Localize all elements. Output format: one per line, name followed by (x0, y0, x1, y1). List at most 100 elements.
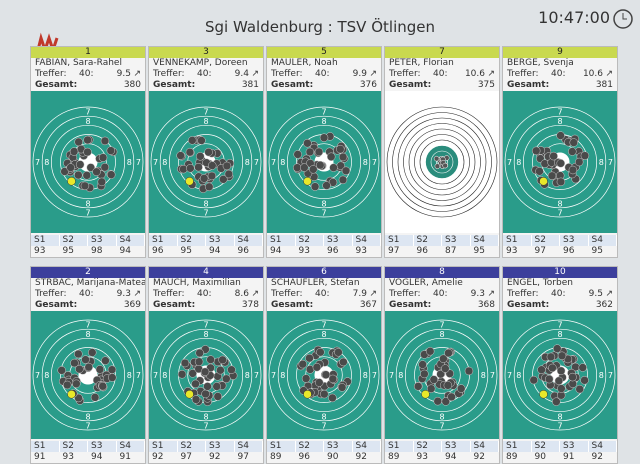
shot (439, 354, 448, 364)
shot (338, 152, 348, 162)
hits-label: Treffer: (35, 69, 67, 79)
series-value: 93 (298, 246, 310, 256)
hits-label: Treffer: (153, 289, 185, 299)
ring-label: 7 (389, 371, 394, 380)
shot (305, 353, 314, 363)
last-shot: 9.4 (234, 69, 249, 79)
hits-count: 40: (433, 289, 448, 299)
series-value: 97 (534, 246, 546, 256)
shot (556, 366, 566, 376)
shot (292, 163, 302, 172)
ring-label: 8 (516, 158, 521, 167)
series-label: S4 (470, 235, 499, 246)
match-title: Sgi Waldenburg : TSV Ötlingen (204, 18, 435, 36)
ring-label: 7 (85, 421, 90, 430)
target-ring (159, 115, 253, 209)
shot (204, 182, 214, 192)
target-ring (41, 328, 135, 422)
total-row: Gesamt: 368 (385, 300, 499, 311)
series-value: 95 (591, 246, 603, 256)
series-header: S1 S2 S3 S4 (267, 235, 381, 246)
target-ring (277, 115, 371, 209)
shot (443, 381, 453, 390)
total-label: Gesamt: (35, 80, 78, 90)
total-label: Gesamt: (507, 300, 550, 310)
series-value: 92 (591, 452, 603, 462)
clock-icon (613, 9, 633, 29)
shot (216, 365, 225, 375)
ring-label: 8 (599, 158, 604, 167)
shot (315, 160, 325, 170)
shot (336, 144, 345, 154)
series-value: 96 (298, 452, 310, 462)
target-ring (386, 319, 498, 431)
shot (442, 162, 448, 169)
ring-label: 7 (490, 371, 495, 380)
shot (418, 360, 427, 369)
series-value: 89 (506, 452, 518, 462)
series-label: S4 (588, 441, 617, 452)
hits-row: Treffer: 40: 9.5 ↗ (503, 289, 617, 300)
hits-count: 40: (433, 69, 448, 79)
series-label: S1 (267, 235, 296, 246)
shot (204, 147, 213, 157)
ring-label: 7 (557, 108, 562, 117)
hits-count: 40: (79, 289, 94, 299)
series-label: S3 (88, 235, 117, 246)
shooter-name: SCHAUFLER, Stefan (271, 278, 360, 288)
ring-label: 8 (439, 412, 444, 421)
target-ring (32, 319, 144, 431)
shot (57, 366, 66, 375)
shot (82, 171, 92, 180)
last-shot: 10.6 (582, 69, 603, 79)
shot (328, 393, 337, 403)
shot (557, 351, 567, 361)
shot (552, 397, 561, 406)
shot (199, 174, 209, 183)
series-label: S1 (503, 441, 532, 452)
series-label: S3 (324, 441, 353, 452)
shot (180, 358, 190, 368)
shot (66, 163, 75, 172)
shot (207, 171, 217, 181)
shot (63, 380, 72, 390)
series-value: 92 (473, 452, 485, 462)
shot (301, 374, 311, 383)
shot (549, 151, 558, 161)
total-value: 367 (359, 300, 377, 310)
ring-label: 7 (557, 208, 562, 217)
shot (319, 133, 329, 142)
direction-arrow: ↗ (605, 69, 613, 79)
series-label: S1 (149, 235, 178, 246)
shot (456, 384, 466, 393)
shot (568, 165, 578, 175)
shot (322, 181, 331, 190)
last-shot: 9.3 (470, 289, 485, 299)
shot (80, 181, 90, 191)
series-value: 96 (237, 246, 249, 256)
shot (197, 136, 206, 145)
shot (312, 362, 322, 372)
shot (548, 363, 557, 373)
series-label: S2 (531, 441, 560, 452)
lane-number: 6 (267, 267, 381, 278)
shot (70, 358, 79, 368)
shooter-panel: 6 SCHAUFLER, Stefan Treffer: 40: 7.9 ↗ Gesamt:… (266, 266, 382, 464)
series-values: 92 97 92 97 (149, 452, 263, 463)
lane-number: 10 (503, 267, 617, 278)
total-label: Gesamt: (153, 80, 196, 90)
ring-label: 8 (85, 117, 90, 126)
shot (433, 155, 440, 162)
shot (531, 146, 541, 156)
shot (218, 355, 227, 365)
shot (338, 175, 348, 185)
shooter-panel: 8 VOGLER, Amelie Treffer: 40: 9.3 ↗ Gesamt: 368… (384, 266, 500, 464)
target-ring (513, 115, 607, 209)
series-value: 97 (237, 452, 249, 462)
series-label: S1 (385, 441, 414, 452)
shooter-panel: 9 BERGE, Svenja Treffer: 40: 10.6 ↗ Gesamt: 381… (502, 46, 618, 258)
hits-count: 40: (79, 69, 94, 79)
series-label: S2 (295, 441, 324, 452)
